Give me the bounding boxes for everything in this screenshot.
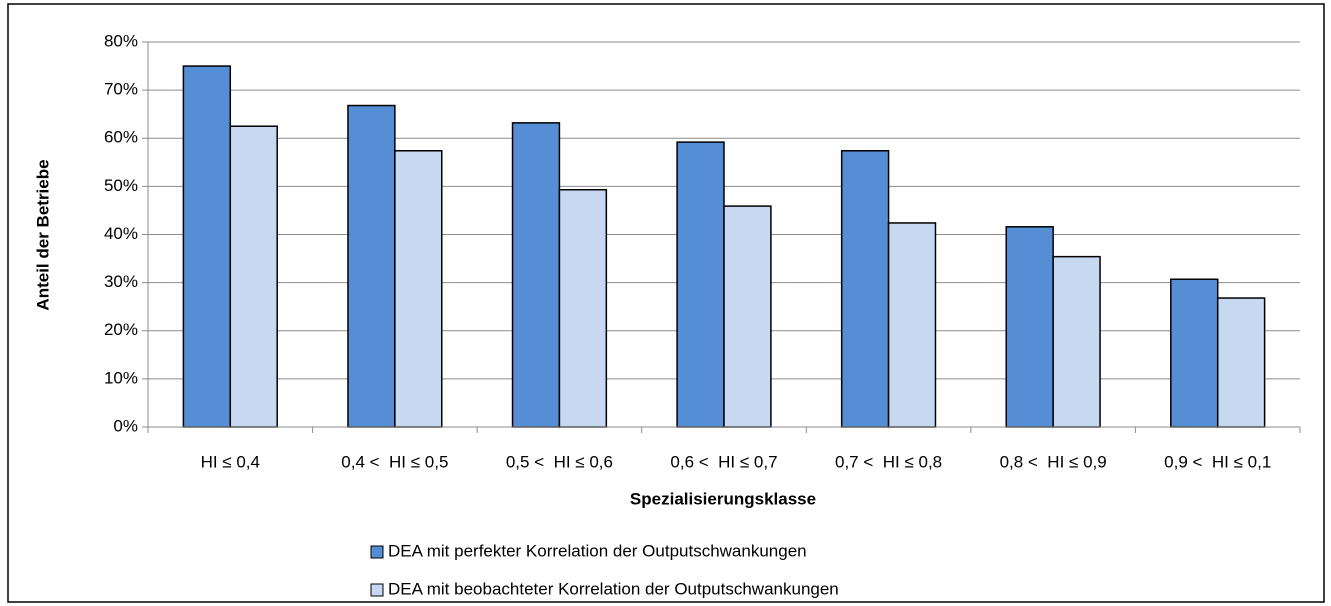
y-tick-label: 10% (104, 368, 138, 387)
bar (840, 150, 890, 428)
y-axis-label: Anteil der Betriebe (33, 159, 52, 310)
legend-swatch (370, 545, 384, 559)
legend-label: DEA mit beobachteter Korrelation der Out… (388, 579, 839, 598)
y-tick-label: 60% (104, 128, 138, 147)
bar (676, 141, 725, 428)
bar (558, 188, 608, 428)
y-tick-label: 50% (104, 176, 138, 195)
legend-label: DEA mit perfekter Korrelation der Output… (388, 541, 807, 560)
x-tick-label: 0,7 < HI ≤ 0,8 (835, 452, 942, 471)
bar (887, 222, 937, 428)
bar (394, 150, 443, 428)
x-tick-label: 0,8 < HI ≤ 0,9 (1000, 452, 1107, 471)
y-tick-label: 70% (104, 80, 138, 99)
bar (511, 122, 561, 428)
bar (1052, 255, 1101, 428)
bar (229, 125, 278, 428)
x-tick-label: HI ≤ 0,4 (201, 452, 260, 471)
bar (1216, 297, 1266, 428)
y-tick-label: 0% (113, 416, 138, 435)
y-tick-label: 80% (104, 31, 138, 50)
y-tick-label: 30% (104, 272, 138, 291)
y-tick-label: 20% (104, 320, 138, 339)
bar (1005, 226, 1054, 428)
bar (347, 104, 396, 428)
x-tick-label: 0,9 < HI ≤ 0,1 (1164, 452, 1271, 471)
y-tick-label: 40% (104, 224, 138, 243)
x-axis-label: Spezialisierungsklasse (630, 489, 816, 508)
bar (1170, 278, 1219, 428)
x-tick-label: 0,4 < HI ≤ 0,5 (341, 452, 448, 471)
bar (182, 65, 232, 428)
x-tick-label: 0,5 < HI ≤ 0,6 (506, 452, 613, 471)
x-tick-label: 0,6 < HI ≤ 0,7 (670, 452, 777, 471)
bar (723, 205, 772, 428)
legend-swatch (370, 583, 384, 597)
